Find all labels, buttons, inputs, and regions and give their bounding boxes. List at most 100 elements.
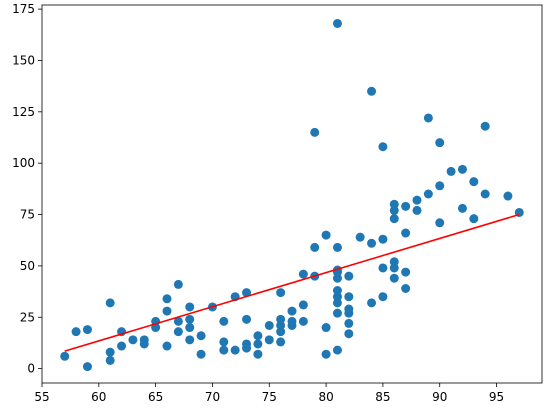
data-point bbox=[332, 18, 342, 28]
data-point bbox=[276, 320, 286, 330]
data-point bbox=[332, 273, 342, 283]
data-point bbox=[185, 314, 195, 324]
data-point bbox=[401, 201, 411, 211]
data-point bbox=[389, 205, 399, 215]
data-point bbox=[162, 294, 172, 304]
data-point bbox=[367, 298, 377, 308]
data-point bbox=[105, 298, 115, 308]
data-point bbox=[378, 263, 388, 273]
data-point bbox=[344, 271, 354, 281]
data-point bbox=[139, 335, 149, 345]
data-point bbox=[321, 349, 331, 359]
plot-frame bbox=[41, 4, 543, 384]
data-point bbox=[230, 345, 240, 355]
data-point bbox=[344, 292, 354, 302]
data-point bbox=[287, 306, 297, 316]
data-point bbox=[332, 242, 342, 252]
data-point bbox=[412, 195, 422, 205]
data-point bbox=[389, 214, 399, 224]
data-point bbox=[173, 316, 183, 326]
data-point bbox=[264, 320, 274, 330]
data-point bbox=[253, 339, 263, 349]
y-tick-label: 150 bbox=[12, 53, 35, 67]
data-point bbox=[162, 341, 172, 351]
data-point bbox=[332, 345, 342, 355]
data-point bbox=[196, 349, 206, 359]
data-point bbox=[469, 214, 479, 224]
y-tick-label: 125 bbox=[12, 105, 35, 119]
data-point bbox=[287, 316, 297, 326]
data-point bbox=[253, 349, 263, 359]
y-tick-label: 175 bbox=[12, 2, 35, 16]
data-point bbox=[389, 199, 399, 209]
data-point bbox=[378, 234, 388, 244]
data-point bbox=[185, 335, 195, 345]
y-axis: 0 25 50 75 100 125 150 175 bbox=[12, 2, 42, 376]
data-point bbox=[242, 288, 252, 298]
data-point bbox=[105, 355, 115, 365]
data-point bbox=[276, 314, 286, 324]
x-tick-label: 70 bbox=[205, 390, 220, 404]
data-point bbox=[321, 323, 331, 333]
data-point bbox=[71, 327, 81, 337]
data-point bbox=[401, 228, 411, 238]
data-point bbox=[367, 86, 377, 96]
data-point bbox=[253, 331, 263, 341]
data-point bbox=[435, 138, 445, 148]
data-point bbox=[389, 273, 399, 283]
data-point bbox=[389, 257, 399, 267]
data-point bbox=[423, 189, 433, 199]
data-point bbox=[389, 263, 399, 273]
data-point bbox=[401, 284, 411, 293]
data-point bbox=[128, 335, 138, 345]
data-point bbox=[378, 292, 388, 302]
data-point bbox=[355, 232, 365, 242]
x-tick-label: 95 bbox=[489, 390, 504, 404]
data-point bbox=[423, 113, 433, 123]
data-point bbox=[332, 308, 342, 318]
data-point bbox=[173, 279, 183, 289]
y-tick-label: 0 bbox=[27, 362, 35, 376]
data-point bbox=[196, 331, 206, 341]
data-point bbox=[105, 347, 115, 357]
data-point bbox=[503, 191, 513, 201]
data-point bbox=[332, 298, 342, 308]
data-point bbox=[219, 345, 229, 355]
x-tick-label: 80 bbox=[318, 390, 333, 404]
x-tick-label: 90 bbox=[432, 390, 447, 404]
data-point bbox=[435, 181, 445, 191]
data-point bbox=[469, 177, 479, 187]
fit-line-layer bbox=[64, 213, 520, 352]
data-point bbox=[60, 351, 70, 361]
data-point bbox=[332, 292, 342, 302]
data-point bbox=[219, 337, 229, 347]
x-tick-label: 60 bbox=[91, 390, 106, 404]
data-point bbox=[457, 203, 467, 213]
data-point bbox=[242, 314, 252, 324]
data-point bbox=[435, 218, 445, 228]
data-point bbox=[298, 269, 308, 279]
data-point bbox=[185, 323, 195, 333]
data-point bbox=[378, 142, 388, 152]
data-point bbox=[344, 304, 354, 314]
data-point bbox=[310, 242, 320, 252]
data-point bbox=[264, 335, 274, 345]
data-point bbox=[117, 341, 127, 351]
data-point bbox=[162, 306, 172, 316]
y-tick-label: 75 bbox=[20, 208, 35, 222]
data-point bbox=[401, 267, 411, 277]
x-axis: 55 60 65 70 75 80 85 90 95 bbox=[34, 383, 504, 404]
data-point bbox=[446, 166, 456, 176]
x-tick-label: 65 bbox=[148, 390, 163, 404]
data-point bbox=[344, 318, 354, 328]
x-tick-label: 55 bbox=[34, 390, 49, 404]
data-point bbox=[480, 121, 490, 131]
data-point bbox=[82, 325, 92, 335]
data-point bbox=[332, 286, 342, 296]
x-tick-label: 85 bbox=[375, 390, 390, 404]
y-tick-label: 50 bbox=[20, 259, 35, 273]
data-point bbox=[276, 327, 286, 337]
data-point bbox=[457, 164, 467, 174]
y-tick-label: 25 bbox=[20, 310, 35, 324]
